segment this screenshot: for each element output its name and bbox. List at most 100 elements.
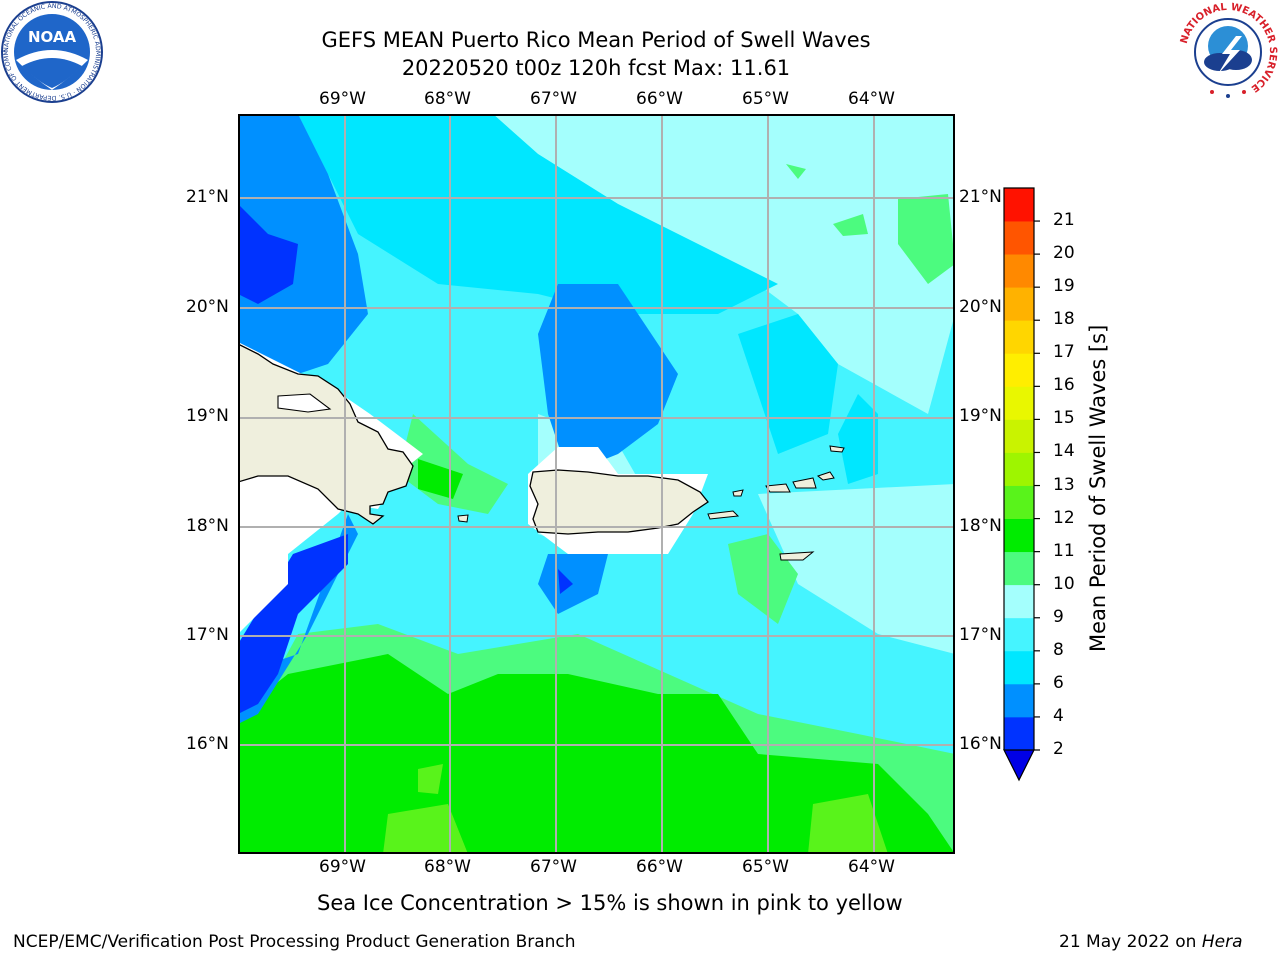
noaa-logo-text: NOAA xyxy=(28,28,77,46)
puerto-rico-land xyxy=(529,469,709,535)
field-band xyxy=(786,164,806,179)
field-band xyxy=(298,114,778,314)
colorbar-frame xyxy=(1003,187,1035,750)
colorbar-segment xyxy=(1004,716,1034,751)
colorbar-segment xyxy=(1004,518,1034,553)
colorbar-segment xyxy=(1004,320,1034,354)
colorbar-label: Mean Period of Swell Waves [s] xyxy=(1086,324,1110,652)
colorbar-segment xyxy=(1004,485,1034,519)
field-band xyxy=(238,204,298,304)
colorbar-extend-arrow xyxy=(1003,749,1035,782)
lat-label-left: 21°N xyxy=(186,187,229,207)
lon-label-top: 64°W xyxy=(848,89,895,109)
colorbar-tick-label: 17 xyxy=(1053,342,1075,363)
field-band xyxy=(558,569,573,594)
title-line-2: 20220520 t00z 120h fcst Max: 11.61 xyxy=(401,56,791,80)
lon-label-top: 67°W xyxy=(530,89,577,109)
colorbar-segment xyxy=(1004,386,1034,420)
colorbar-segment xyxy=(1004,221,1034,255)
lat-label-left: 18°N xyxy=(186,516,229,536)
field-band xyxy=(898,194,955,284)
lat-label-right: 20°N xyxy=(959,297,1002,317)
lat-label-left: 20°N xyxy=(186,297,229,317)
colorbar-tick-label: 18 xyxy=(1053,309,1075,330)
footer-branch: NCEP/EMC/Verification Post Processing Pr… xyxy=(13,932,576,952)
lon-label-bottom: 67°W xyxy=(530,857,577,877)
colorbar-tick-label: 13 xyxy=(1053,474,1075,495)
lon-label-top: 66°W xyxy=(636,89,683,109)
colorbar-tick-label: 2 xyxy=(1053,739,1064,759)
colorbar xyxy=(1003,187,1040,782)
field-band xyxy=(238,534,348,714)
colorbar-tick-label: 9 xyxy=(1053,606,1064,627)
nws-logo: NATIONAL WEATHER SERVICE xyxy=(1178,2,1278,102)
virgin-island xyxy=(792,477,817,489)
virgin-island xyxy=(816,471,835,481)
map-frame xyxy=(238,114,955,854)
vieques-island xyxy=(707,510,740,520)
anegada-island xyxy=(829,445,845,453)
colorbar-tick-label: 19 xyxy=(1053,276,1075,297)
lon-label-bottom: 69°W xyxy=(319,857,366,877)
colorbar-segment xyxy=(1004,584,1034,619)
lat-label-left: 17°N xyxy=(186,625,229,645)
lat-label-right: 21°N xyxy=(959,187,1002,207)
colorbar-tick-label: 16 xyxy=(1053,375,1075,396)
lon-label-bottom: 64°W xyxy=(848,857,895,877)
lon-label-bottom: 65°W xyxy=(742,857,789,877)
footer-host: Hera xyxy=(1201,932,1243,952)
graticule xyxy=(238,114,955,854)
colorbar-tick-label: 10 xyxy=(1053,573,1075,594)
lat-label-left: 16°N xyxy=(186,734,229,754)
sea-ice-caption: Sea Ice Concentration > 15% is shown in … xyxy=(317,891,903,915)
lat-label-right: 18°N xyxy=(959,516,1002,536)
lon-label-bottom: 68°W xyxy=(424,857,471,877)
field-band xyxy=(418,459,463,499)
culebra-island xyxy=(732,489,744,497)
lat-label-right: 19°N xyxy=(959,406,1002,426)
lon-label-top: 65°W xyxy=(742,89,789,109)
footer-date: 21 May 2022 on Hera xyxy=(1059,932,1243,952)
colorbar-segment xyxy=(1004,353,1034,387)
field-band xyxy=(238,654,955,854)
noaa-logo: NATIONAL OCEANIC AND ATMOSPHERIC ADMINIS… xyxy=(0,0,103,103)
colorbar-segment xyxy=(1004,188,1034,222)
field-band xyxy=(538,284,678,474)
mona-island xyxy=(457,514,469,523)
hispaniola-land xyxy=(238,343,414,525)
colorbar-tick-label: 12 xyxy=(1053,507,1075,528)
colorbar-segment xyxy=(1004,650,1034,685)
virgin-island xyxy=(765,483,791,493)
lon-label-bottom: 66°W xyxy=(636,857,683,877)
colorbar-segment xyxy=(1004,254,1034,288)
colorbar-tick-label: 11 xyxy=(1053,540,1075,561)
colorbar-tick-label: 20 xyxy=(1053,243,1075,264)
title-line-1: GEFS MEAN Puerto Rico Mean Period of Swe… xyxy=(321,28,871,52)
field-band xyxy=(383,804,468,854)
field-band xyxy=(838,394,878,484)
colorbar-segment xyxy=(1004,419,1034,453)
colorbar-tick-label: 6 xyxy=(1053,672,1064,693)
colorbar-tick-label: 14 xyxy=(1053,441,1075,462)
footer-date-text: 21 May 2022 on xyxy=(1059,932,1202,952)
colorbar-segment xyxy=(1004,551,1034,586)
colorbar-segment xyxy=(1004,287,1034,321)
lon-label-top: 68°W xyxy=(424,89,471,109)
lat-label-right: 16°N xyxy=(959,734,1002,754)
field-band xyxy=(493,114,955,414)
lon-label-top: 69°W xyxy=(319,89,366,109)
swell-period-map xyxy=(238,114,955,854)
colorbar-segment xyxy=(1004,683,1034,718)
colorbar-tick-label: 15 xyxy=(1053,408,1075,429)
colorbar-segment xyxy=(1004,617,1034,652)
colorbar-tick-label: 4 xyxy=(1053,705,1064,726)
land-lake xyxy=(277,393,332,413)
colorbar-tick-label: 21 xyxy=(1053,210,1075,231)
field-band xyxy=(833,214,868,236)
colorbar-segment xyxy=(1004,452,1034,486)
lat-label-right: 17°N xyxy=(959,625,1002,645)
colorbar-tick-label: 8 xyxy=(1053,639,1064,660)
st-croix-island xyxy=(779,551,815,561)
field-band xyxy=(418,764,443,794)
lat-label-left: 19°N xyxy=(186,406,229,426)
